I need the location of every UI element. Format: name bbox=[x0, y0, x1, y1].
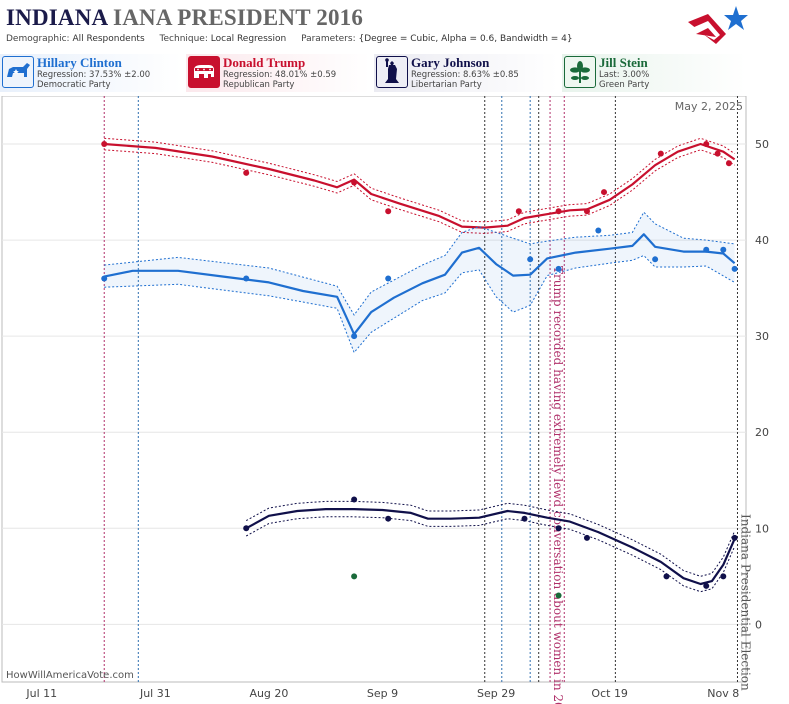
poll-point bbox=[385, 515, 392, 522]
band-upper-line bbox=[104, 211, 735, 316]
poll-point bbox=[555, 208, 562, 215]
poll-point bbox=[515, 208, 522, 215]
x-tick-label: Oct 19 bbox=[591, 687, 628, 700]
poll-point bbox=[385, 275, 392, 282]
poll-point bbox=[521, 515, 528, 522]
poll-point bbox=[703, 246, 710, 253]
x-tick-label: Aug 20 bbox=[249, 687, 288, 700]
x-tick-label: Sep 29 bbox=[477, 687, 515, 700]
technique-value: Local Regression bbox=[210, 34, 287, 44]
donkey-icon bbox=[2, 56, 34, 88]
poll-point bbox=[663, 573, 670, 580]
header: INDIANA IANA PRESIDENT 2016 Demographic:… bbox=[0, 0, 789, 96]
poll-point bbox=[657, 150, 664, 157]
statue-of-liberty-icon bbox=[376, 56, 408, 88]
y-tick-label: 50 bbox=[755, 138, 769, 151]
series-line bbox=[104, 142, 736, 229]
poll-point bbox=[351, 179, 358, 186]
page-title: INDIANA IANA PRESIDENT 2016 bbox=[6, 5, 364, 30]
candidate-card-clinton: Hillary Clinton Regression: 37.53% ±2.00… bbox=[0, 54, 182, 92]
parameters-value: {Degree = Cubic, Alpha = 0.6, Bandwidth … bbox=[358, 34, 573, 44]
plot-area bbox=[1, 96, 747, 683]
band-upper-line bbox=[245, 500, 736, 577]
y-tick-label: 30 bbox=[755, 330, 769, 343]
poll-point bbox=[351, 333, 358, 340]
poll-point bbox=[703, 582, 710, 589]
poll-point bbox=[720, 573, 727, 580]
polling-chart: 0 10 20 30 40 50 Jul 11 Jul 31 Aug 20 Sep 9 Sep 29… bbox=[1, 96, 769, 704]
site-credit: HowWillAmericaVote.com bbox=[6, 670, 134, 681]
poll-point bbox=[555, 265, 562, 272]
poll-point bbox=[385, 208, 392, 215]
poll-point bbox=[595, 227, 602, 234]
poll-point bbox=[731, 265, 738, 272]
poll-point bbox=[101, 275, 108, 282]
flower-icon bbox=[564, 56, 596, 88]
series-line bbox=[245, 508, 736, 586]
poll-point bbox=[714, 150, 721, 157]
band-lower-line bbox=[245, 516, 736, 593]
poll-point bbox=[703, 141, 710, 148]
poll-point bbox=[555, 525, 562, 532]
y-tick-label: 40 bbox=[755, 234, 769, 247]
poll-point bbox=[243, 169, 250, 176]
candidate-card-trump: Donald Trump Regression: 48.01% ±0.59 Re… bbox=[186, 54, 370, 92]
candidate-card-johnson: Gary Johnson Regression: 8.63% ±0.85 Lib… bbox=[374, 54, 558, 92]
y-tick-label: 0 bbox=[755, 618, 762, 631]
x-tick-label: Nov 8 bbox=[707, 687, 739, 700]
poll-point bbox=[101, 141, 108, 148]
event-label: Trump recorded having extremely lewd con… bbox=[551, 266, 565, 704]
event-label: Indiana Presidential Election bbox=[738, 514, 752, 691]
poll-point bbox=[583, 534, 590, 541]
poll-point bbox=[243, 525, 250, 532]
poll-point bbox=[555, 592, 562, 599]
poll-point bbox=[527, 256, 534, 263]
poll-point bbox=[351, 573, 358, 580]
poll-point bbox=[725, 160, 732, 167]
series-line bbox=[103, 233, 736, 336]
poll-point bbox=[243, 275, 250, 282]
poll-point bbox=[652, 256, 659, 263]
flag-star-logo-icon bbox=[688, 6, 748, 44]
parameters-line: Demographic: All Respondents Technique: … bbox=[6, 34, 573, 44]
y-tick-label: 20 bbox=[755, 426, 769, 439]
chart-date: May 2, 2025 bbox=[674, 100, 743, 113]
poll-point bbox=[731, 534, 738, 541]
elephant-icon bbox=[188, 56, 220, 88]
y-tick-label: 10 bbox=[755, 522, 769, 535]
x-tick-label: Jul 31 bbox=[139, 687, 171, 700]
poll-point bbox=[720, 246, 727, 253]
confidence-band bbox=[104, 212, 735, 353]
poll-point bbox=[351, 496, 358, 503]
candidate-card-stein: Jill Stein Last: 3.00% Green Party bbox=[562, 54, 746, 92]
poll-point bbox=[601, 189, 608, 196]
demographic-value: All Respondents bbox=[72, 34, 145, 44]
x-tick-label: Jul 11 bbox=[25, 687, 57, 700]
poll-point bbox=[583, 208, 590, 215]
x-tick-label: Sep 9 bbox=[367, 687, 398, 700]
band-upper-line bbox=[104, 137, 735, 223]
